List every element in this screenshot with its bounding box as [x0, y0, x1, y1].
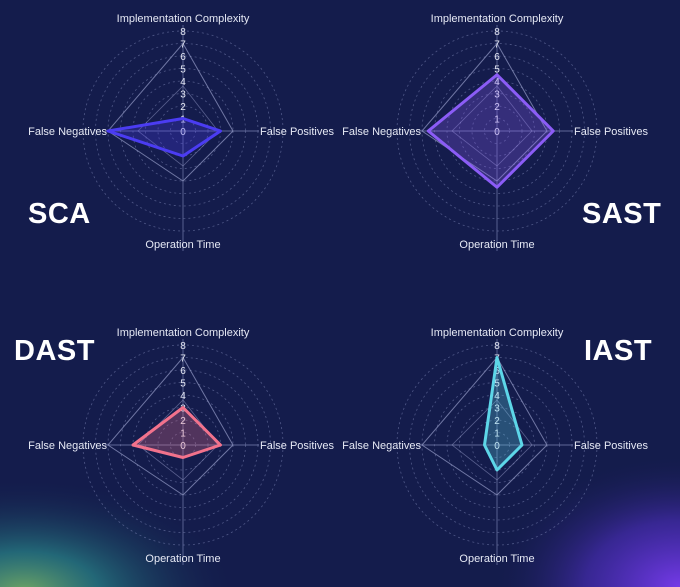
axis-label: Operation Time	[145, 239, 220, 251]
reference-inner-outline	[451, 399, 533, 481]
series-polygon-iast	[483, 356, 524, 472]
axis-label: False Negatives	[342, 126, 421, 138]
axis-label: Operation Time	[145, 553, 220, 565]
tick-label: 2	[180, 102, 186, 113]
tick-label: 7	[180, 354, 186, 365]
axis-label: False Negatives	[342, 440, 421, 452]
tick-label: 2	[494, 102, 500, 113]
tick-label: 8	[494, 341, 500, 352]
chart-title-iast: IAST	[584, 335, 653, 367]
axis-label: Implementation Complexity	[431, 327, 564, 339]
reference-outline	[421, 356, 548, 496]
chart-title-sast: SAST	[582, 198, 662, 230]
series-polygon-dast	[131, 406, 222, 459]
chart-title-sca: SCA	[28, 198, 91, 230]
reference-outline	[421, 42, 548, 182]
tick-label: 2	[494, 416, 500, 427]
reference-outline	[107, 356, 234, 496]
tick-label: 3	[494, 404, 500, 415]
tick-label: 2	[180, 416, 186, 427]
tick-label: 8	[180, 341, 186, 352]
tick-label: 8	[494, 27, 500, 38]
axis-label: False Positives	[574, 126, 648, 138]
tick-label: 3	[494, 90, 500, 101]
tick-label: 0	[494, 441, 500, 452]
tick-label: 6	[494, 52, 500, 63]
axis-label: Implementation Complexity	[431, 13, 564, 25]
tick-label: 8	[180, 27, 186, 38]
tick-label: 5	[180, 379, 186, 390]
tick-label: 1	[180, 429, 186, 440]
axis-label: False Positives	[260, 440, 334, 452]
axis-label: Implementation Complexity	[117, 327, 250, 339]
tick-label: 1	[494, 115, 500, 126]
tick-label: 7	[494, 40, 500, 51]
reference-inner-outline	[451, 85, 533, 167]
axis-label: Implementation Complexity	[117, 13, 250, 25]
tick-label: 6	[180, 52, 186, 63]
tick-label: 3	[180, 90, 186, 101]
tick-label: 4	[494, 391, 500, 402]
tick-label: 0	[180, 441, 186, 452]
reference-inner-outline	[137, 85, 219, 167]
tick-label: 6	[180, 366, 186, 377]
axis-label: False Positives	[574, 440, 648, 452]
tick-label: 5	[494, 379, 500, 390]
axis-label: False Negatives	[28, 440, 107, 452]
axis-label: False Negatives	[28, 126, 107, 138]
axis-label: Operation Time	[459, 553, 534, 565]
series-polygon-sast	[426, 73, 555, 189]
tick-label: 1	[494, 429, 500, 440]
tick-label: 6	[494, 366, 500, 377]
chart-title-dast: DAST	[14, 335, 95, 367]
axis-label: Operation Time	[459, 239, 534, 251]
reference-outline	[107, 42, 234, 182]
tick-label: 0	[180, 127, 186, 138]
tick-label: 4	[494, 77, 500, 88]
axis-label: False Positives	[260, 126, 334, 138]
tick-label: 4	[180, 391, 186, 402]
tick-label: 0	[494, 127, 500, 138]
tick-label: 7	[180, 40, 186, 51]
series-polygon-sca	[106, 117, 222, 158]
tick-label: 5	[494, 65, 500, 76]
tick-label: 4	[180, 77, 186, 88]
tick-label: 5	[180, 65, 186, 76]
